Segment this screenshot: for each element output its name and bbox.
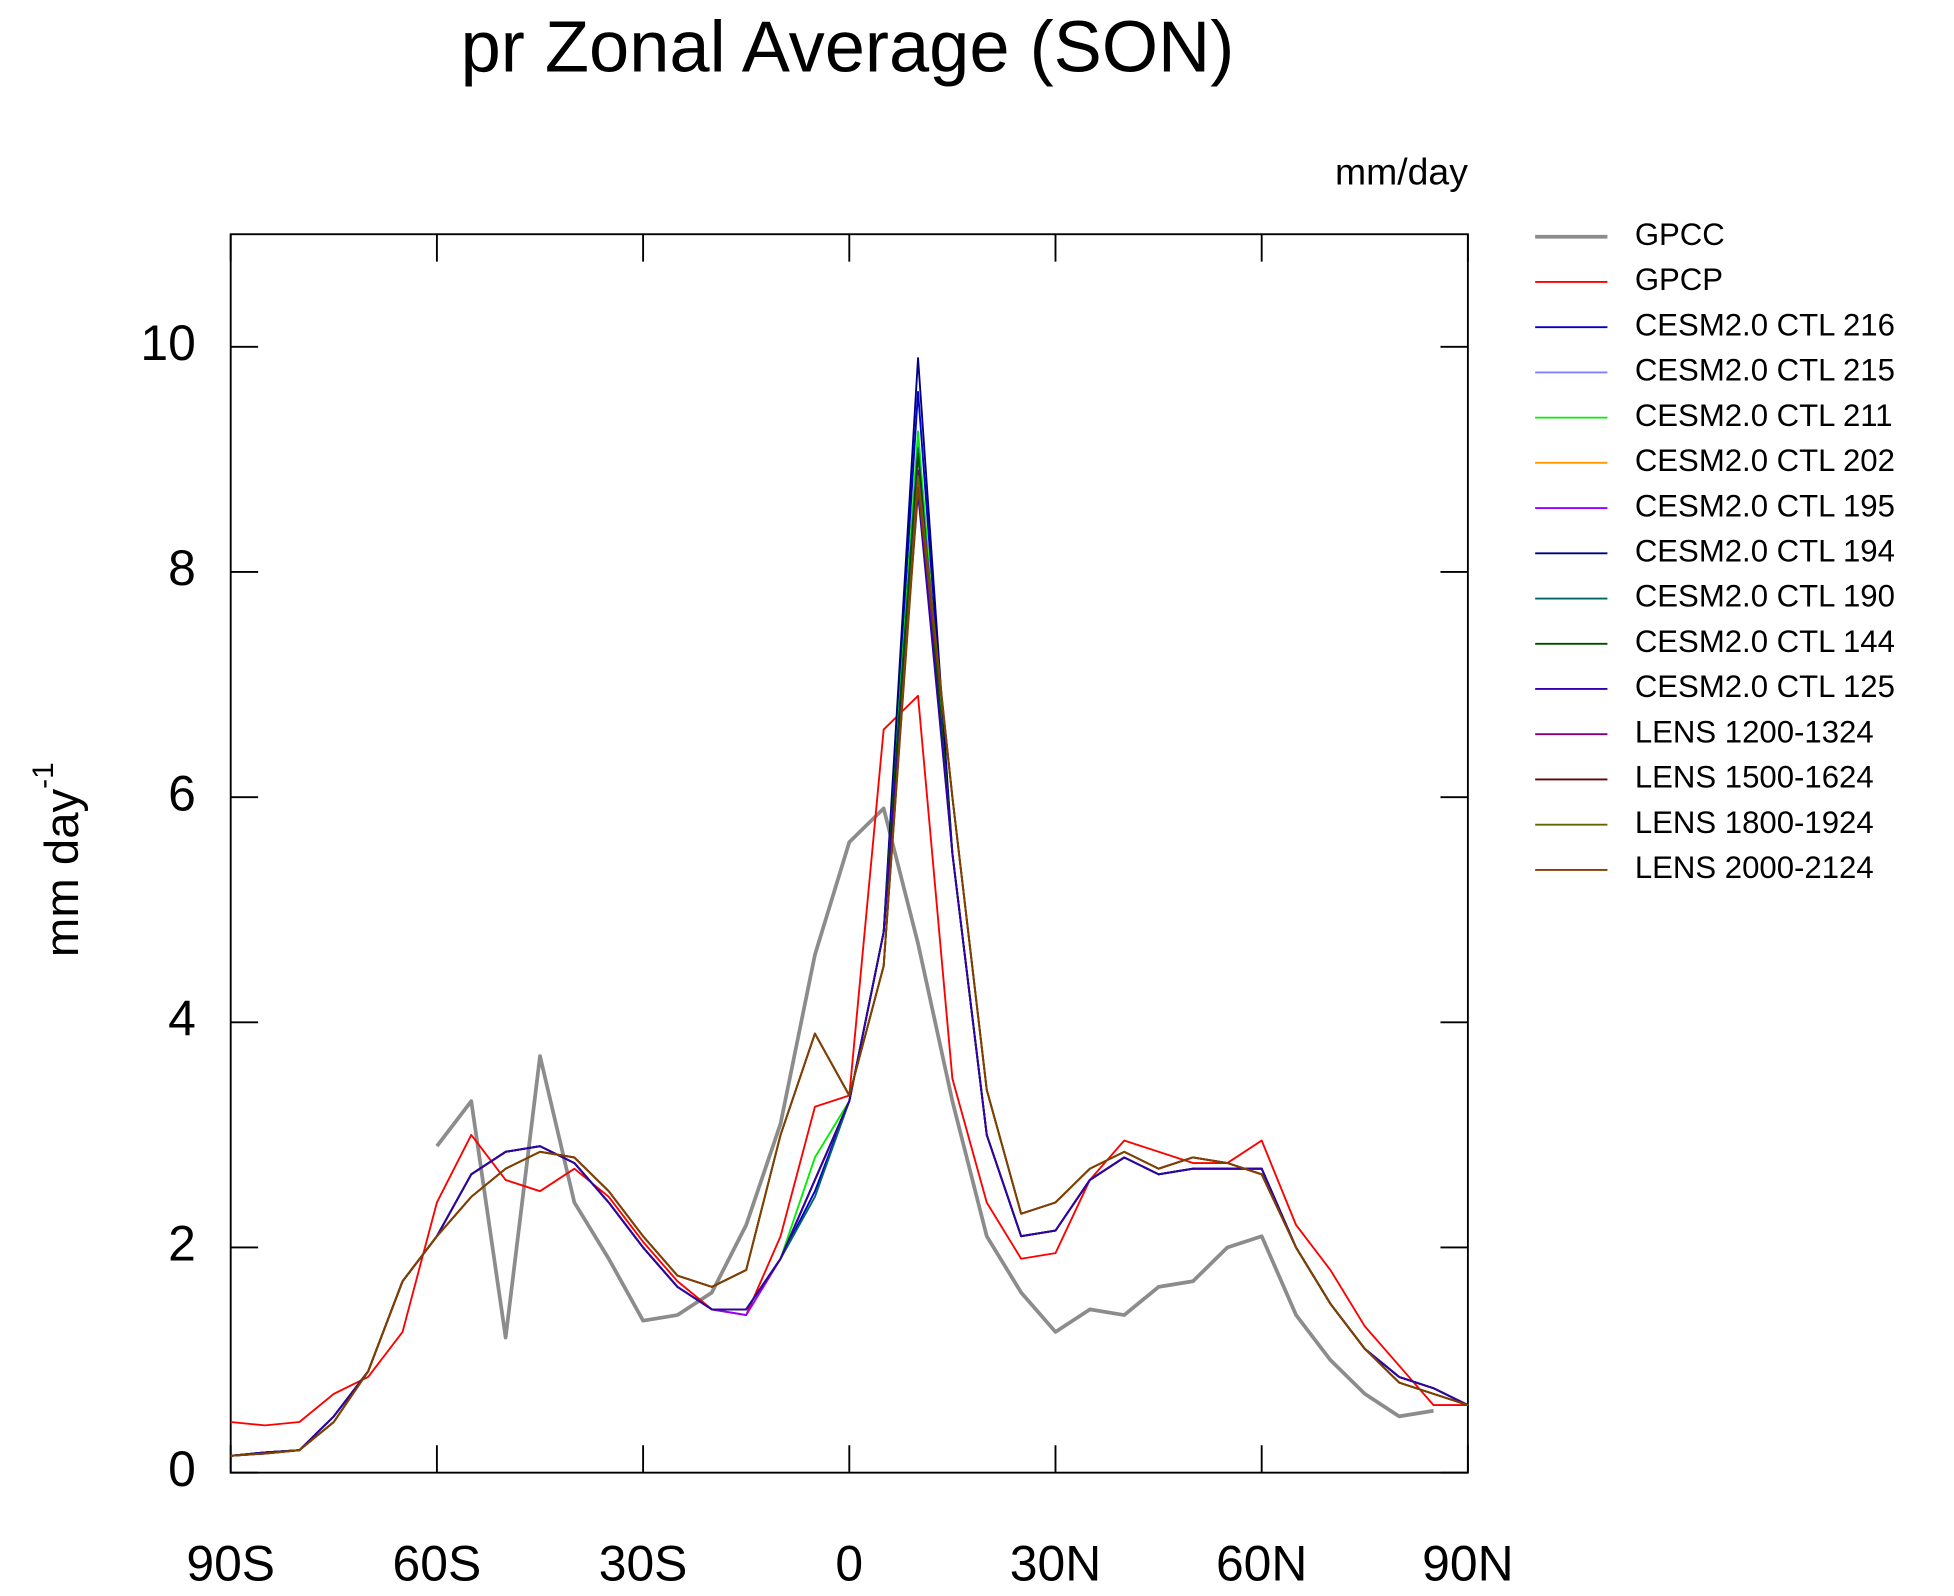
series-line	[230, 469, 1469, 1457]
x-tick-label: 90N	[1422, 1536, 1513, 1592]
legend-label: LENS 1200-1324	[1635, 714, 1874, 749]
y-tick-label: 4	[168, 990, 196, 1046]
legend-label: CESM2.0 CTL 125	[1635, 669, 1895, 704]
legend-label: LENS 1500-1624	[1635, 760, 1874, 795]
units-label: mm/day	[1335, 150, 1468, 192]
y-tick-label: 6	[168, 765, 196, 821]
series-line	[230, 452, 1469, 1457]
series-line	[230, 447, 1469, 1457]
y-axis-label: mm day-1	[27, 762, 89, 957]
x-tick-label: 0	[835, 1536, 863, 1592]
legend-label: GPCC	[1635, 217, 1725, 252]
legend-label: CESM2.0 CTL 190	[1635, 579, 1895, 614]
series-line	[230, 694, 1468, 1427]
y-tick-label: 0	[168, 1441, 196, 1497]
series-line	[230, 430, 1469, 1457]
x-tick-label: 90S	[186, 1536, 275, 1592]
series-line	[230, 390, 1469, 1457]
legend-label: GPCP	[1635, 262, 1723, 297]
x-tick-label: 60S	[393, 1536, 482, 1592]
chart-title: pr Zonal Average (SON)	[461, 7, 1235, 87]
legend-label: CESM2.0 CTL 202	[1635, 443, 1895, 478]
series-line	[230, 492, 1469, 1457]
x-tick-label: 30N	[1010, 1536, 1101, 1592]
y-tick-label: 2	[168, 1216, 196, 1272]
series-line	[435, 806, 1434, 1419]
y-tick-label: 10	[140, 315, 195, 371]
legend-label: LENS 1800-1924	[1635, 805, 1874, 840]
legend-label: CESM2.0 CTL 211	[1635, 398, 1893, 433]
y-label-exponent: -1	[27, 762, 60, 789]
series-line	[230, 480, 1469, 1457]
legend-label: LENS 2000-2124	[1635, 850, 1874, 885]
legend-label: CESM2.0 CTL 144	[1635, 624, 1895, 659]
series-line	[230, 486, 1469, 1457]
x-tick-label: 30S	[599, 1536, 688, 1592]
series-line	[230, 475, 1469, 1457]
y-label-text: mm day	[35, 788, 88, 957]
series-line	[230, 435, 1469, 1457]
legend-label: CESM2.0 CTL 195	[1635, 488, 1895, 523]
legend-label: CESM2.0 CTL 216	[1635, 307, 1895, 342]
legend-label: CESM2.0 CTL 215	[1635, 353, 1895, 388]
series-line	[230, 469, 1469, 1457]
x-tick-label: 60N	[1216, 1536, 1307, 1592]
legend-label: CESM2.0 CTL 194	[1635, 534, 1895, 569]
y-tick-label: 8	[168, 540, 196, 596]
series-line	[230, 480, 1469, 1457]
series-line	[230, 357, 1469, 1457]
